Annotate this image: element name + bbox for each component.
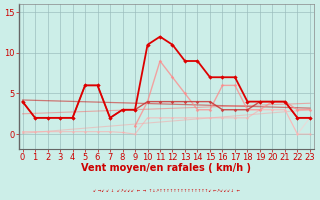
X-axis label: Vent moyen/en rafales ( km/h ): Vent moyen/en rafales ( km/h ) [81, 163, 251, 173]
Text: ↙ →↙ ↙ ↓  ↙↗↙↙↙  ←  →  ↑↓↗↑↑↑↑↑↑↑↑↑↑↑↑↑↑↙ ←↗↙↙↙↓  ←: ↙ →↙ ↙ ↓ ↙↗↙↙↙ ← → ↑↓↗↑↑↑↑↑↑↑↑↑↑↑↑↑↑↙ ←↗… [93, 189, 240, 193]
